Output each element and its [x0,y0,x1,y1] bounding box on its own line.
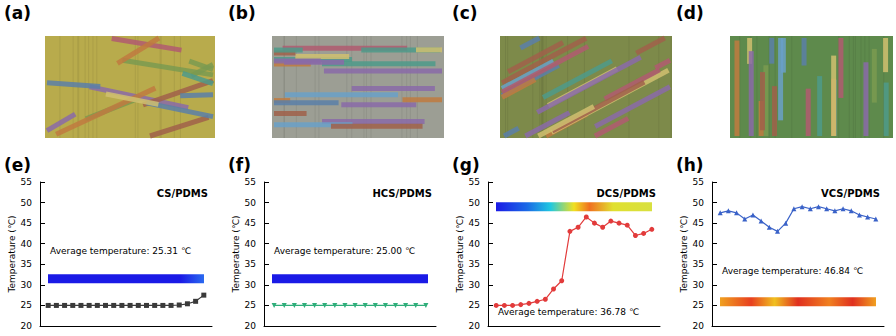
svg-text:(g): (g) [452,155,480,175]
svg-text:25: 25 [245,300,256,310]
svg-text:35: 35 [245,259,256,269]
svg-text:(e): (e) [4,155,31,175]
svg-text:20: 20 [245,321,257,331]
svg-text:25: 25 [21,300,32,310]
svg-text:45: 45 [469,218,480,228]
svg-text:Average temperature: 46.84 ℃: Average temperature: 46.84 ℃ [722,266,863,276]
svg-text:25: 25 [693,300,704,310]
svg-text:50: 50 [245,198,257,208]
svg-text:50: 50 [21,198,33,208]
svg-text:20: 20 [21,321,33,331]
svg-text:35: 35 [21,259,32,269]
svg-text:55: 55 [245,177,256,187]
svg-text:VCS/PDMS: VCS/PDMS [821,188,880,199]
svg-text:(c): (c) [452,3,478,23]
svg-text:45: 45 [21,218,32,228]
svg-text:HCS/PDMS: HCS/PDMS [372,188,432,199]
svg-text:25: 25 [469,300,480,310]
svg-text:40: 40 [21,239,33,249]
svg-text:(f): (f) [228,155,251,175]
svg-text:50: 50 [693,198,705,208]
svg-text:40: 40 [245,239,257,249]
svg-text:CS/PDMS: CS/PDMS [157,188,208,199]
svg-text:(a): (a) [4,3,31,23]
svg-text:Temperature (℃): Temperature (℃) [455,215,465,293]
svg-text:55: 55 [21,177,32,187]
svg-text:45: 45 [245,218,256,228]
svg-text:55: 55 [469,177,480,187]
svg-text:45: 45 [693,218,704,228]
svg-text:20: 20 [469,321,481,331]
svg-text:35: 35 [469,259,480,269]
svg-text:30: 30 [693,280,705,290]
svg-text:Average temperature: 36.78 ℃: Average temperature: 36.78 ℃ [498,307,639,317]
svg-text:50: 50 [469,198,481,208]
svg-text:Temperature (℃): Temperature (℃) [231,215,241,293]
svg-text:(h): (h) [676,155,704,175]
svg-text:20: 20 [693,321,705,331]
svg-text:Average temperature: 25.31 ℃: Average temperature: 25.31 ℃ [50,246,191,256]
svg-text:(d): (d) [676,3,704,23]
svg-text:40: 40 [469,239,481,249]
svg-text:55: 55 [693,177,704,187]
svg-text:Temperature (℃): Temperature (℃) [7,215,17,293]
svg-text:40: 40 [693,239,705,249]
svg-text:Average temperature: 25.00 ℃: Average temperature: 25.00 ℃ [274,246,415,256]
svg-text:(b): (b) [228,3,256,23]
svg-text:DCS/PDMS: DCS/PDMS [597,188,656,199]
svg-text:30: 30 [469,280,481,290]
svg-text:Temperature (℃): Temperature (℃) [679,215,689,293]
svg-text:30: 30 [21,280,33,290]
svg-text:30: 30 [245,280,257,290]
svg-text:35: 35 [693,259,704,269]
